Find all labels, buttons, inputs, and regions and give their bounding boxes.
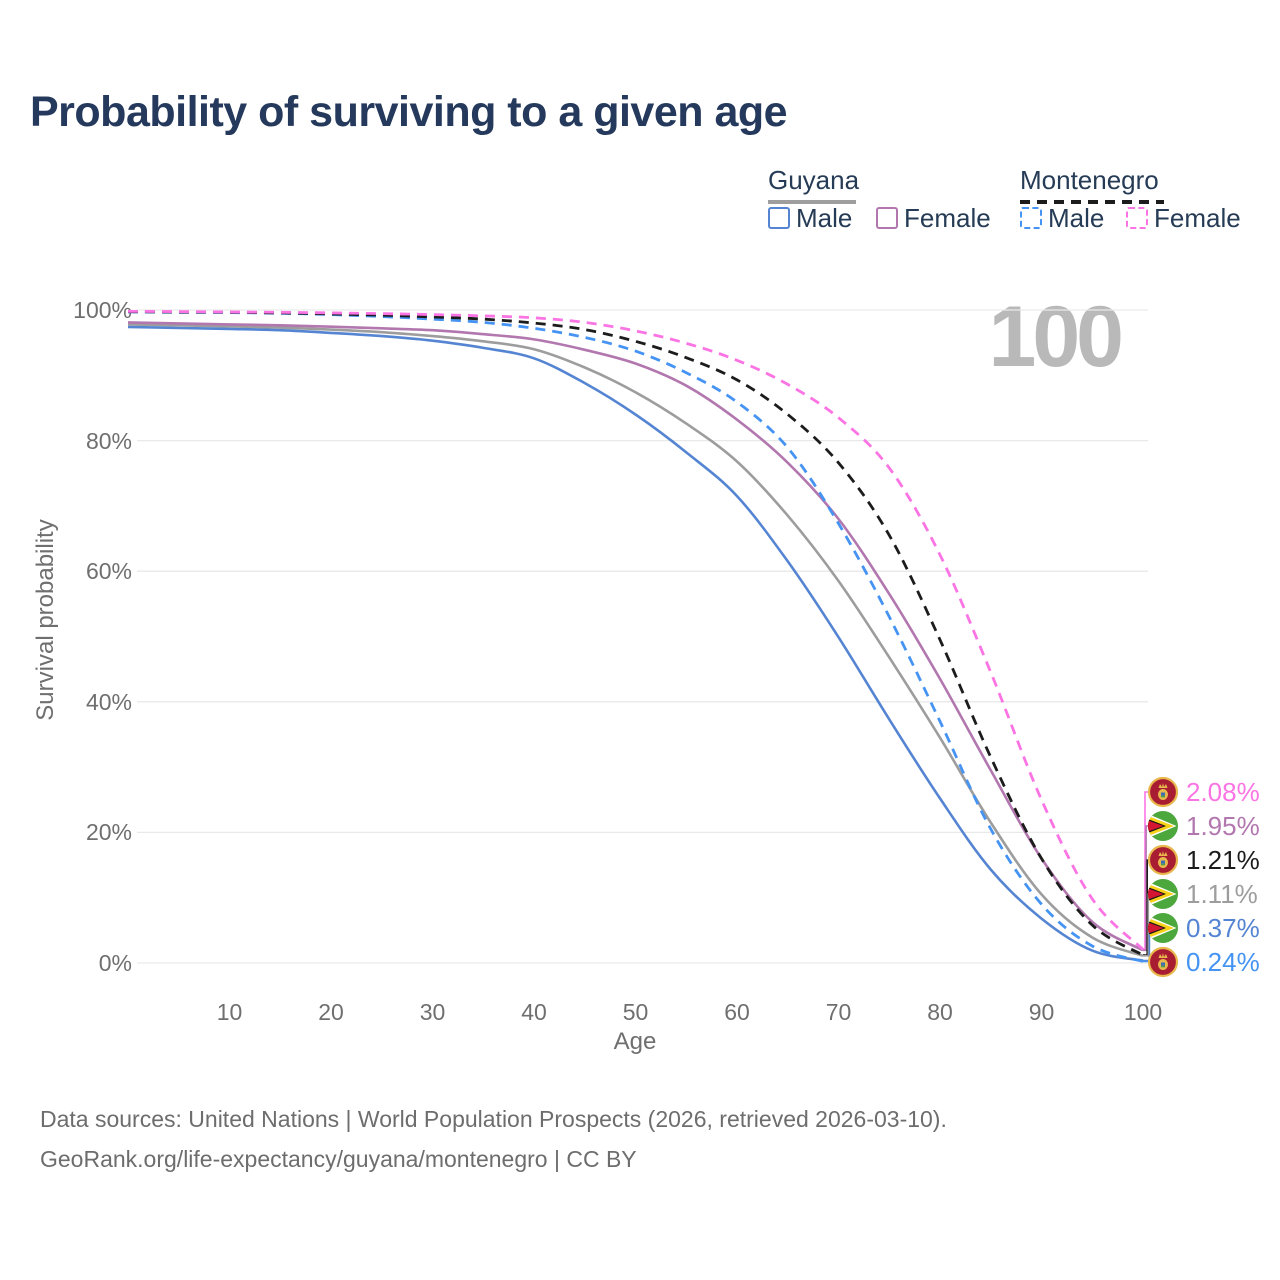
end-label-value: 0.37% [1186,912,1260,943]
legend-underline-montenegro [1020,200,1164,204]
legend-underline-guyana [768,200,856,204]
end-label-guyana-total[interactable]: 1.11% [1180,877,1258,911]
end-label-value: 2.08% [1186,776,1260,807]
end-label-guyana-female[interactable]: 1.95% [1180,809,1260,843]
x-tick-30: 30 [419,999,446,1025]
age-watermark: 100 [988,289,1124,385]
curve-montenegro-male[interactable] [127,310,1144,963]
x-tick-20: 20 [318,999,344,1025]
end-label-value: 1.95% [1186,810,1260,841]
legend-label-guyana-female[interactable]: Female [904,203,991,233]
guyana-flag-icon [1148,879,1178,909]
curve-guyana-male[interactable] [127,325,1144,962]
montenegro-flag-icon [1147,844,1179,876]
curve-montenegro-total[interactable] [127,310,1144,957]
attribution-text: GeoRank.org/life-expectancy/guyana/monte… [40,1146,637,1172]
montenegro-flag-icon [1147,946,1179,978]
x-tick-80: 80 [927,999,953,1025]
guyana-flag-icon [1148,811,1178,841]
x-tick-40: 40 [521,999,547,1025]
x-tick-10: 10 [216,999,243,1025]
end-label-montenegro-total[interactable]: 1.21% [1180,843,1260,877]
legend-swatch-montenegro-male[interactable] [1020,207,1042,229]
curve-montenegro-female[interactable] [127,309,1144,951]
end-label-value: 1.11% [1186,878,1258,909]
x-tick-100: 100 [1123,999,1163,1025]
legend-swatch-guyana-female[interactable] [876,207,898,229]
legend-label-montenegro-female[interactable]: Female [1154,203,1241,233]
legend-group-title-guyana: Guyana [768,165,860,195]
y-tick-0%: 0% [98,950,132,976]
curve-guyana-female[interactable] [127,321,1144,952]
data-sources-text: Data sources: United Nations | World Pop… [40,1106,947,1132]
legend-swatch-guyana-male[interactable] [768,207,790,229]
y-tick-100%: 100% [73,297,132,323]
x-tick-60: 60 [724,999,750,1025]
x-axis-title: Age [613,1028,657,1055]
end-label-guyana-male[interactable]: 0.37% [1180,911,1260,945]
end-label-value: 1.21% [1186,844,1260,875]
curve-guyana-total[interactable] [127,323,1144,958]
y-tick-80%: 80% [85,427,132,454]
montenegro-flag-icon [1147,776,1179,808]
legend-label-montenegro-male[interactable]: Male [1048,203,1105,233]
end-label-value: 0.24% [1186,946,1260,977]
y-tick-40%: 40% [85,688,132,715]
legend-swatch-montenegro-female[interactable] [1126,207,1148,229]
y-tick-20%: 20% [85,819,132,846]
guyana-flag-icon [1148,913,1178,943]
x-tick-90: 90 [1028,999,1055,1025]
x-tick-70: 70 [825,999,852,1025]
end-label-montenegro-female[interactable]: 2.08% [1180,775,1260,809]
legend-label-guyana-male[interactable]: Male [796,203,853,233]
legend-group-title-montenegro: Montenegro [1020,165,1159,195]
end-label-montenegro-male[interactable]: 0.24% [1180,945,1260,979]
page-title: Probability of surviving to a given age [30,88,788,136]
y-tick-60%: 60% [85,558,132,585]
x-tick-50: 50 [622,999,649,1025]
